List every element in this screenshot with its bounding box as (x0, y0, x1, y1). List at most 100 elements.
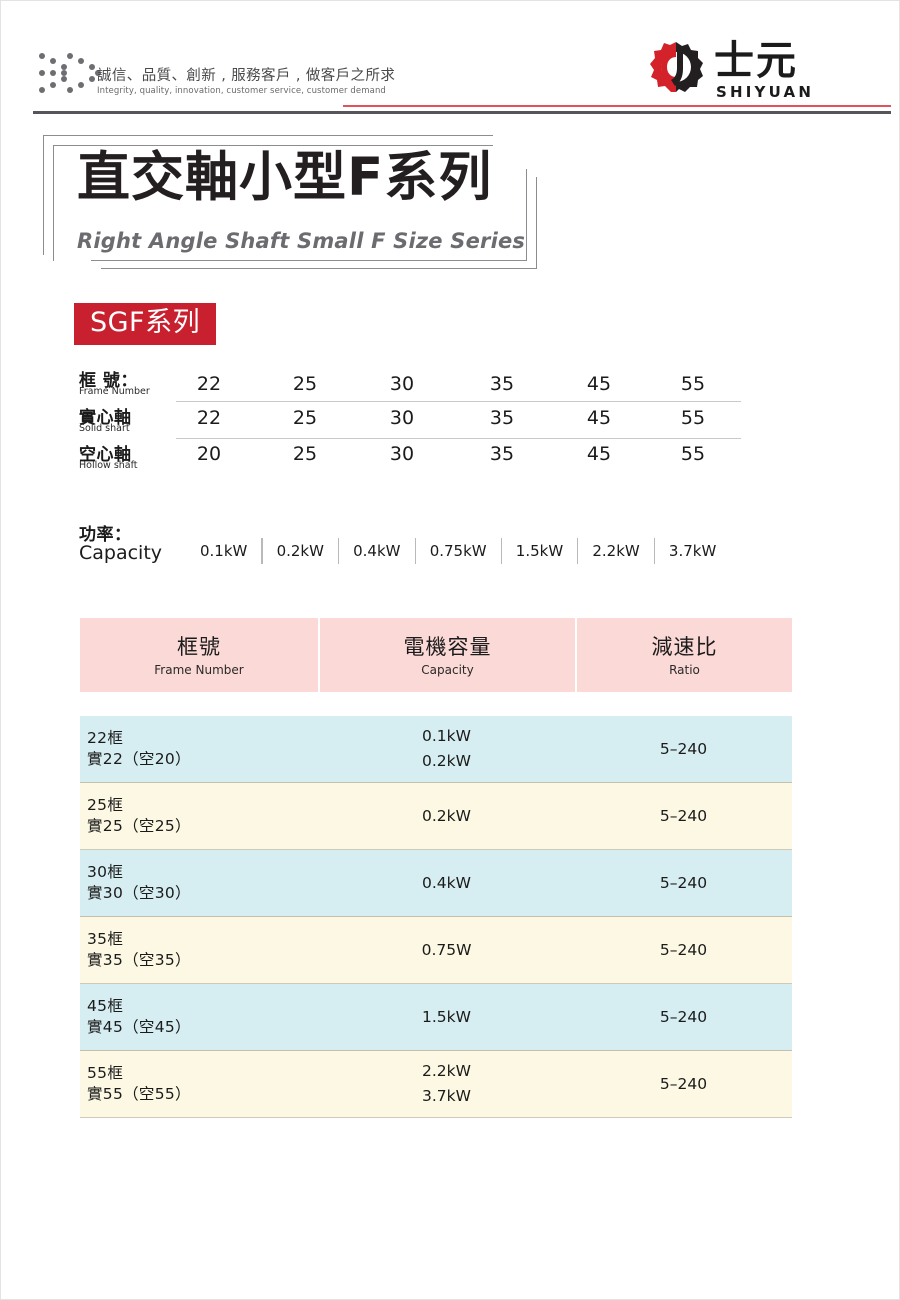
logo-chinese-text: 士元 (714, 38, 798, 84)
capacity-values: 0.1kW 0.2kW 0.4kW 0.75kW 1.5kW 2.2kW 3.7… (186, 538, 730, 564)
table-row: 22框 實22（空20） 0.1kW 0.2kW 5–240 (80, 716, 792, 783)
capacity-value: 3.7kW (422, 1087, 471, 1105)
frame-line-2: 實45（空45） (87, 1018, 191, 1036)
table-row: 35框 實35（空35） 0.75W 5–240 (80, 917, 792, 984)
frame-line-1: 25框 (87, 796, 124, 814)
header-en: Capacity (421, 662, 474, 677)
spec-value: 35 (489, 407, 515, 429)
capacity-value: 0.2kW (276, 542, 324, 560)
capacity-value: 1.5kW (515, 542, 564, 560)
capacity-divider (577, 538, 579, 564)
cell-ratio: 5–240 (659, 1008, 708, 1026)
spec-divider (176, 438, 741, 440)
frame-line-1: 45框 (87, 997, 124, 1015)
frame-line-2: 實55（空55） (87, 1085, 191, 1103)
capacity-value: 3.7kW (668, 542, 717, 560)
spec-value: 25 (292, 373, 318, 395)
header-en: Frame Number (154, 662, 244, 677)
spec-value: 22 (196, 407, 222, 429)
header-cn: 電機容量 (403, 634, 492, 659)
company-logo: 士元 SHIYUAN (646, 39, 826, 101)
cell-capacity: 0.1kW 0.2kW (318, 724, 575, 774)
page-header: 誠信、品質、創新 , 服務客戶 , 做客戶之所求 Integrity, qual… (1, 1, 899, 121)
frame-line-2: 實25（空25） (87, 817, 191, 835)
frame-line-1: 22框 (87, 729, 124, 747)
cell-capacity: 0.2kW (318, 804, 575, 829)
spec-label-en: Solid shart (79, 423, 130, 434)
capacity-row: 功率： Capacity 0.1kW 0.2kW 0.4kW 0.75kW 1.… (1, 516, 899, 576)
capacity-value: 0.1kW (422, 727, 471, 745)
capacity-value: 2.2kW (422, 1062, 471, 1080)
spec-label-cn: 框 號： (79, 371, 138, 391)
cell-frame-number: 45框 實45（空45） (80, 996, 318, 1038)
header-red-rule (343, 105, 891, 107)
table-header-capacity: 電機容量 Capacity (318, 618, 575, 692)
spec-value: 55 (680, 407, 706, 429)
capacity-label-cn: 功率： (79, 525, 132, 545)
capacity-label-en: Capacity (79, 542, 163, 564)
header-dark-rule (33, 111, 891, 114)
frame-line-1: 55框 (87, 1064, 124, 1082)
title-frame-outer-topleft (43, 135, 493, 255)
cell-frame-number: 35框 實35（空35） (80, 929, 318, 971)
header-en: Ratio (669, 662, 700, 677)
capacity-value: 0.75W (421, 940, 472, 959)
spec-row-frame-number: 框 號： Frame Number 22 25 30 35 45 55 (1, 366, 899, 402)
spec-value: 22 (196, 373, 222, 395)
spec-value: 20 (196, 443, 222, 465)
logo-english-text: SHIYUAN (716, 83, 815, 101)
slogan-english: Integrity, quality, innovation, customer… (97, 86, 386, 96)
spec-label-cn: 空心軸 (79, 445, 132, 465)
header-cn: 框號 (177, 634, 221, 659)
table-row: 30框 實30（空30） 0.4kW 5–240 (80, 850, 792, 917)
series-badge: SGF系列 (74, 303, 217, 345)
spec-label-en: Frame Number (79, 386, 150, 397)
spec-value: 30 (389, 373, 415, 395)
spec-row-solid-shaft: 實心軸 Solid shart 22 25 30 35 45 55 (1, 403, 899, 439)
cell-ratio: 5–240 (659, 941, 708, 959)
title-frame-outer-bottomright (101, 177, 537, 269)
frame-line-2: 實22（空20） (87, 750, 191, 768)
frame-number-spec-table: 框 號： Frame Number 22 25 30 35 45 55 實心軸 … (1, 366, 899, 491)
title-frame-inner-bottomright (91, 169, 527, 261)
capacity-value: 0.2kW (422, 806, 471, 825)
cell-frame-number: 25框 實25（空25） (80, 795, 318, 837)
cell-frame-number: 22框 實22（空20） (80, 728, 318, 770)
spec-value: 35 (489, 443, 515, 465)
frame-line-2: 實30（空30） (87, 884, 191, 902)
table-header-row: 框號 Frame Number 電機容量 Capacity 減速比 Ratio (80, 618, 792, 692)
header-cn: 減速比 (651, 634, 718, 659)
cell-capacity: 0.4kW (318, 871, 575, 896)
frame-line-2: 實35（空35） (87, 951, 191, 969)
cell-ratio: 5–240 (659, 740, 708, 758)
slogan-chinese: 誠信、品質、創新 , 服務客戶 , 做客戶之所求 (97, 68, 396, 84)
spec-value: 25 (292, 443, 318, 465)
spec-label-en: Hollow shaft (79, 460, 138, 471)
capacity-value: 0.4kW (353, 542, 401, 560)
chevron-dots-icon (39, 53, 101, 97)
cell-capacity: 0.75W (318, 938, 575, 963)
capacity-value: 2.2kW (592, 542, 640, 560)
specification-table: 框號 Frame Number 電機容量 Capacity 減速比 Ratio … (80, 618, 792, 1118)
spec-value: 45 (586, 373, 612, 395)
capacity-value: 0.75kW (429, 542, 487, 560)
title-block: 直交軸小型F系列 Right Angle Shaft Small F Size … (1, 129, 899, 289)
capacity-value: 0.1kW (200, 542, 248, 560)
capacity-divider (337, 538, 340, 564)
cell-capacity: 1.5kW (318, 1005, 575, 1030)
spec-value: 25 (292, 407, 318, 429)
cell-frame-number: 55框 實55（空55） (80, 1063, 318, 1105)
capacity-value: 1.5kW (422, 1007, 471, 1026)
spec-value: 55 (680, 443, 706, 465)
table-row: 45框 實45（空45） 1.5kW 5–240 (80, 984, 792, 1051)
spec-value: 35 (489, 373, 515, 395)
table-header-ratio: 減速比 Ratio (575, 618, 792, 692)
table-row: 55框 實55（空55） 2.2kW 3.7kW 5–240 (80, 1051, 792, 1118)
frame-line-1: 35框 (87, 930, 124, 948)
table-body: 22框 實22（空20） 0.1kW 0.2kW 5–240 25框 實25（空… (80, 716, 792, 1118)
spec-value: 45 (586, 407, 612, 429)
capacity-value: 0.2kW (422, 752, 471, 770)
page-title: 直交軸小型F系列 (77, 147, 493, 208)
capacity-divider (414, 538, 416, 564)
